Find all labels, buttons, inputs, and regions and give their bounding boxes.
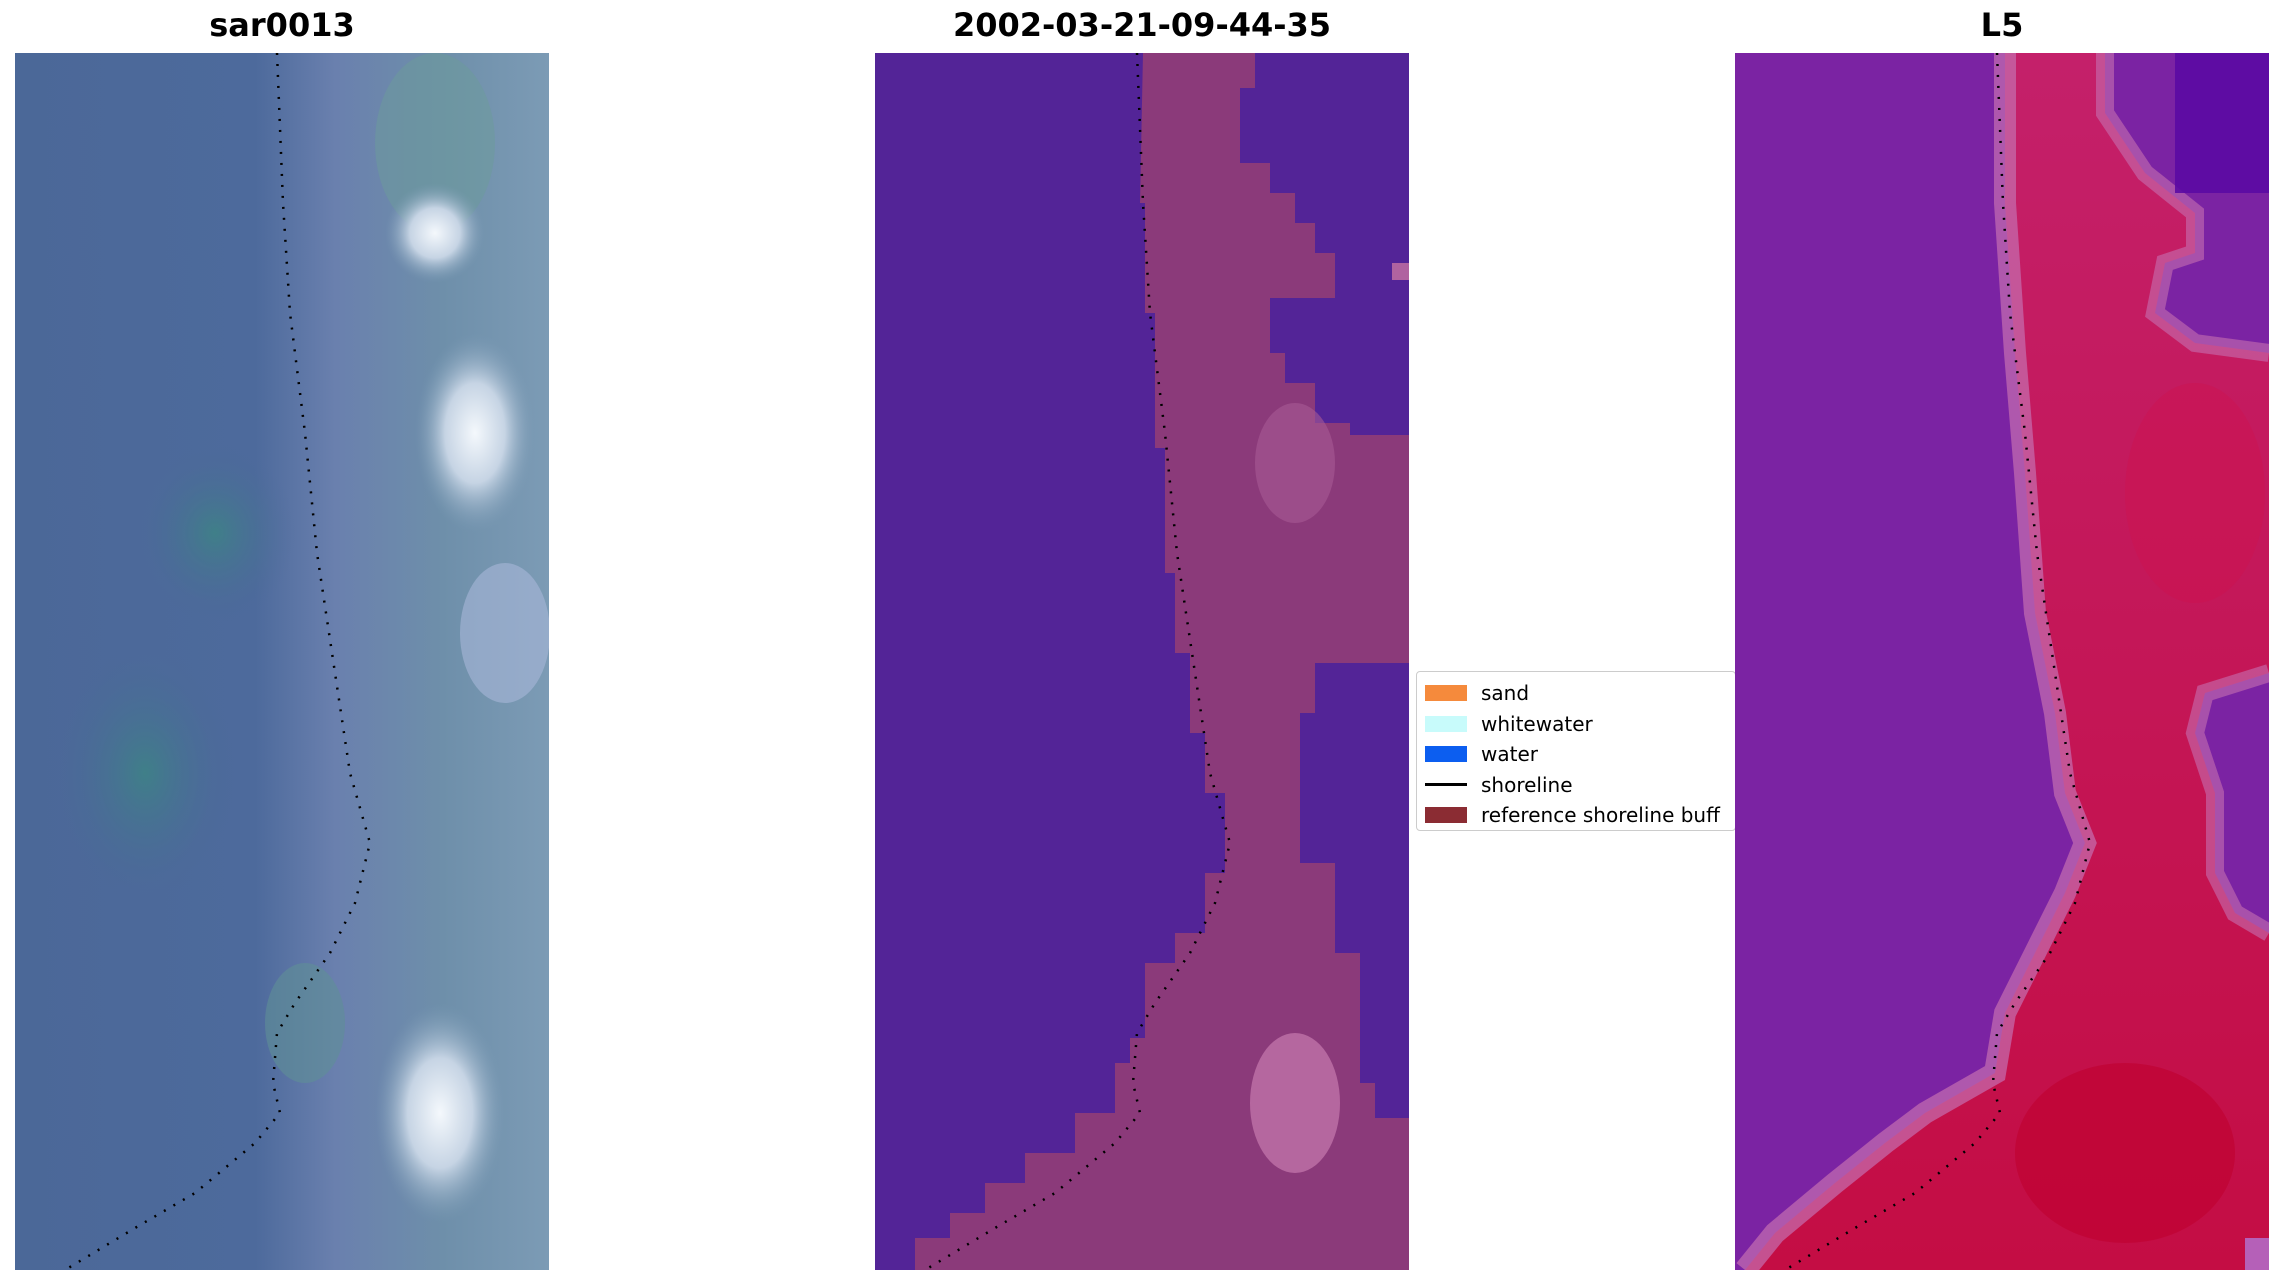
panel-title-rgb: sar0013	[209, 6, 355, 44]
legend-label: sand	[1481, 681, 1530, 706]
reference-buffer-swatch	[1425, 807, 1467, 824]
index-image-panel	[1735, 53, 2269, 1270]
legend-item-shoreline: shoreline	[1425, 770, 1735, 801]
legend-item-reference-buffer: reference shoreline buff	[1425, 800, 1735, 830]
shoreline-swatch	[1425, 783, 1467, 787]
legend-label: water	[1481, 742, 1538, 767]
legend-item-water: water	[1425, 739, 1735, 770]
legend: sand whitewater water shoreline referenc…	[1416, 671, 1736, 831]
reference-shoreline-buffer	[915, 53, 1409, 1270]
panel-title-index: L5	[1980, 6, 2024, 44]
classified-image	[875, 53, 1409, 1270]
classified-image-panel	[875, 53, 1409, 1270]
whitewater-swatch	[1425, 715, 1467, 732]
legend-label: shoreline	[1481, 772, 1573, 797]
legend-label: whitewater	[1481, 711, 1593, 736]
legend-item-whitewater: whitewater	[1425, 709, 1735, 740]
legend-item-sand: sand	[1425, 678, 1735, 709]
panel-title-classified: 2002-03-21-09-44-35	[952, 6, 1332, 44]
shoreline-index	[1784, 53, 2092, 1270]
water-swatch	[1425, 746, 1467, 763]
rgb-image	[15, 53, 549, 1270]
index-image	[1735, 53, 2269, 1270]
sand-swatch	[1425, 685, 1467, 702]
shoreline-classified	[924, 53, 1232, 1270]
rgb-image-panel	[15, 53, 549, 1270]
land-area	[1745, 53, 2269, 1270]
legend-label: reference shoreline buff	[1481, 803, 1720, 828]
shoreline-rgb	[64, 53, 372, 1270]
